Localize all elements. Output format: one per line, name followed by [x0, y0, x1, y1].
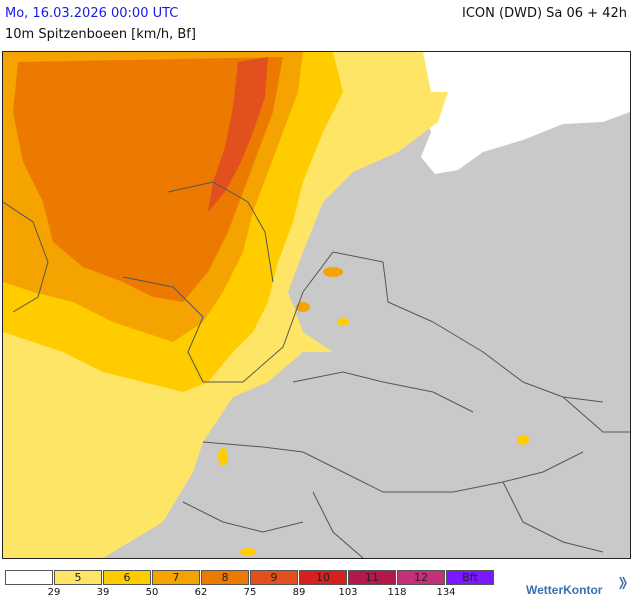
gust-spot — [323, 267, 343, 277]
legend-tick-label: 134 — [436, 587, 456, 598]
brand-wind-icon — [619, 576, 627, 590]
brand-logo-text: WetterKontor — [526, 583, 603, 597]
legend-bin-10: Bft — [446, 570, 494, 585]
parameter-label: 10m Spitzenboeen [km/h, Bf] — [5, 27, 196, 42]
legend-tick-label: 89 — [292, 587, 306, 598]
legend-bin-8: 11 — [348, 570, 396, 585]
gust-spot — [517, 435, 529, 445]
legend-tick-label: 39 — [96, 587, 110, 598]
gust-spot — [296, 302, 310, 312]
legend-tick-label: 50 — [145, 587, 159, 598]
gust-spot — [240, 548, 256, 556]
gust-zone-bft8 — [13, 57, 283, 302]
legend-bin-9: 12 — [397, 570, 445, 585]
legend-tick-label: 103 — [338, 587, 358, 598]
legend-tick-label: 118 — [387, 587, 407, 598]
gust-spot — [218, 448, 228, 466]
legend-bin-1 — [5, 570, 53, 585]
legend-tick-label: 29 — [47, 587, 61, 598]
legend-bin-5: 8 — [201, 570, 249, 585]
legend-bin-7: 10 — [299, 570, 347, 585]
legend-tick-label: 62 — [194, 587, 208, 598]
gust-zone-bft9 — [208, 57, 268, 212]
map-canvas — [3, 52, 630, 558]
legend-bin-2: 5 — [54, 570, 102, 585]
wind-gust-map[interactable] — [2, 51, 631, 559]
country-borders — [3, 181, 630, 558]
legend-bin-3: 6 — [103, 570, 151, 585]
gust-spot — [337, 318, 349, 326]
legend-tick-label: 75 — [243, 587, 257, 598]
baltic-sea — [421, 52, 630, 174]
model-run-label: ICON (DWD) Sa 06 + 42h — [462, 6, 627, 21]
legend-bin-4: 7 — [152, 570, 200, 585]
legend-bin-6: 9 — [250, 570, 298, 585]
forecast-date: Mo, 16.03.2026 00:00 UTC — [5, 6, 179, 21]
